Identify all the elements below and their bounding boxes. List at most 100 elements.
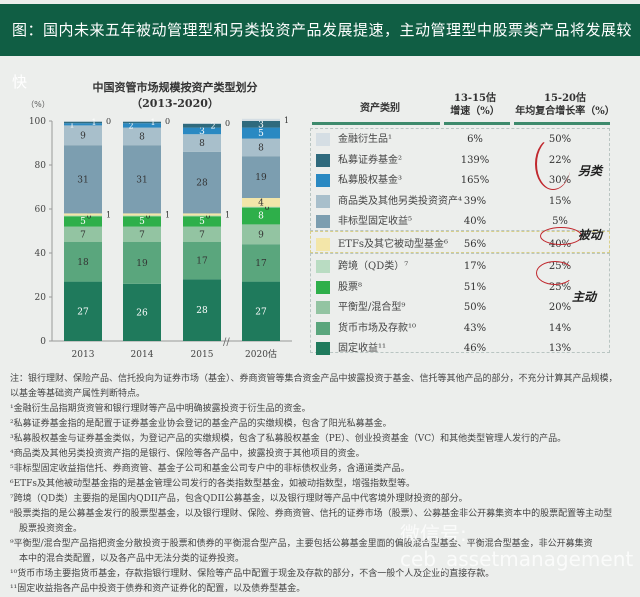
y-tick-label: 20 xyxy=(35,293,47,303)
bar-segment xyxy=(64,145,102,214)
footnote: ³私募股权基金与证券基金类似，为登记产品的实缴规模，包含了私募股权基金（PE）、… xyxy=(10,434,567,444)
bar-segment xyxy=(242,121,280,128)
data-label: 0 xyxy=(145,212,150,221)
legend-swatch xyxy=(316,260,330,273)
data-label: 0 xyxy=(264,203,269,212)
data-label: 18 xyxy=(77,258,89,268)
data-label: 5 xyxy=(258,129,264,139)
asset-category: ETFs及其它被动型基金⁶ xyxy=(338,238,449,250)
data-label: 31 xyxy=(77,175,88,185)
cagr-15-20: 13% xyxy=(548,343,572,354)
data-label: 8 xyxy=(258,143,264,153)
legend-row: 平衡型/混合型⁹ 50% 20% xyxy=(310,298,608,318)
data-label: 3 xyxy=(258,120,264,130)
footnote: ¹¹固定收益指各产品中投资于债券和资产证券化的配置，以及债券型基金。 xyxy=(10,584,306,594)
legend-row: 固定收益¹¹ 46% 13% xyxy=(310,339,608,359)
header-cagr: 15-20估 年均复合增长率（%） xyxy=(515,93,615,117)
data-label: 5 xyxy=(199,217,205,227)
asset-category: 非标型固定收益⁵ xyxy=(338,216,413,227)
bar-segment xyxy=(64,121,102,122)
bar-segment xyxy=(64,213,102,216)
bar-segment xyxy=(123,123,161,128)
data-label: 19 xyxy=(136,259,148,269)
asset-category: 货币市场及存款¹⁰ xyxy=(338,322,417,334)
asset-category: 股票⁸ xyxy=(338,281,363,293)
asset-category: 金融衍生品¹ xyxy=(338,134,393,145)
footnote: ⁹平衡型/混合型产品指把资金分散投资于股票和债券的平衡混合型产品，主要包括公募基… xyxy=(10,539,593,549)
data-label: 27 xyxy=(255,307,267,317)
legend-swatch xyxy=(316,174,330,187)
growth-13-15: 43% xyxy=(463,322,487,334)
data-label: 3 xyxy=(199,127,205,137)
bar-segment xyxy=(183,213,221,216)
bar-segment xyxy=(183,215,221,217)
data-label: 17 xyxy=(196,257,208,267)
footnote: ⁵非标型固定收益指信托、券商资管、基金子公司和基金公司专户中的非标债权业务，含通… xyxy=(10,464,410,474)
bar-segment xyxy=(242,138,280,157)
legend-swatch xyxy=(316,133,330,146)
bar-segment xyxy=(123,215,161,227)
bar-segment xyxy=(123,283,161,341)
asset-category: 平衡型/混合型⁹ xyxy=(338,302,406,313)
growth-13-15: 39% xyxy=(463,195,487,207)
legend-swatch xyxy=(316,237,330,251)
data-label: 8 xyxy=(139,132,145,142)
x-tick-label: 2020估 xyxy=(245,348,277,360)
bar-segment xyxy=(183,226,221,242)
legend-row: 商品类及其他另类投资资产⁴ 39% 15% xyxy=(310,192,608,212)
bar-segment xyxy=(183,134,221,152)
data-label: 28 xyxy=(196,306,208,316)
group-alternative xyxy=(310,128,610,231)
legend-row: 货币市场及存款¹⁰ 43% 14% xyxy=(310,319,608,339)
growth-13-15: 40% xyxy=(463,216,487,227)
bar-segment xyxy=(123,121,161,122)
watermark: 微信号: ceb_assetmanagement xyxy=(400,522,634,571)
asset-category: 商品类及其他另类投资资产⁴ xyxy=(338,195,463,207)
growth-13-15: 17% xyxy=(463,261,487,272)
bar-segment xyxy=(183,123,221,128)
legend-swatch xyxy=(316,280,330,294)
header-rule xyxy=(444,122,510,125)
data-label: 0 xyxy=(205,212,210,221)
legend-swatch xyxy=(316,215,330,228)
bar-segment xyxy=(242,198,280,207)
data-label: 7 xyxy=(139,230,145,240)
bar-segment xyxy=(183,123,221,124)
data-label: 4 xyxy=(258,198,264,208)
footnote: ⁷跨境（QD类）主要指的是国内QDII产品，包含QDII公募基金，以及银行理财等… xyxy=(10,494,468,504)
header-rule xyxy=(514,122,610,125)
group-active xyxy=(310,253,610,353)
bar-segment xyxy=(242,206,280,208)
bar-segment xyxy=(242,281,280,341)
group-label-active: 主动 xyxy=(572,290,597,304)
asset-category: 固定收益¹¹ xyxy=(338,343,387,354)
footnote: 注：银行理财、保险产品、信托投向为证券市场（基金）、券商资管等集合资金产品中披露… xyxy=(10,374,618,384)
bar-segment xyxy=(123,127,161,146)
asset-category: 私募股权基金³ xyxy=(338,175,403,186)
data-label: 0 xyxy=(165,117,170,126)
data-label: 1 xyxy=(150,118,155,127)
bar-segment xyxy=(64,121,102,124)
x-tick-label: 2013 xyxy=(72,350,95,360)
bar-segment xyxy=(242,118,280,121)
data-label: 28 xyxy=(196,179,208,189)
bar-segment xyxy=(123,121,161,124)
group-passive xyxy=(310,231,610,253)
chart-title: 中国资管市场规模按资产类型划分 （2013-2020） xyxy=(60,80,290,112)
data-label: 0 xyxy=(86,212,91,221)
growth-13-15: 50% xyxy=(463,302,487,313)
bar-segment xyxy=(183,279,221,341)
data-label: 19 xyxy=(255,173,267,183)
bar-segment xyxy=(242,156,280,198)
bar-segment xyxy=(123,213,161,216)
footnote: ⁶ETFs及其他被动型基金指的是基金管理公司发行的各类指数型基金，如被动指数型，… xyxy=(10,479,416,489)
cagr-15-20: 5% xyxy=(552,216,568,227)
legend-swatch xyxy=(316,301,330,314)
legend-swatch xyxy=(316,153,330,167)
header-rule xyxy=(312,122,440,125)
bar-segment xyxy=(64,226,102,242)
data-label: 17 xyxy=(255,259,267,269)
data-label: 7 xyxy=(199,230,205,240)
figure-title: 图：国内未来五年被动管理型和另类投资产品发展提速，主动管理型中股票类产品将发展较… xyxy=(0,4,640,91)
